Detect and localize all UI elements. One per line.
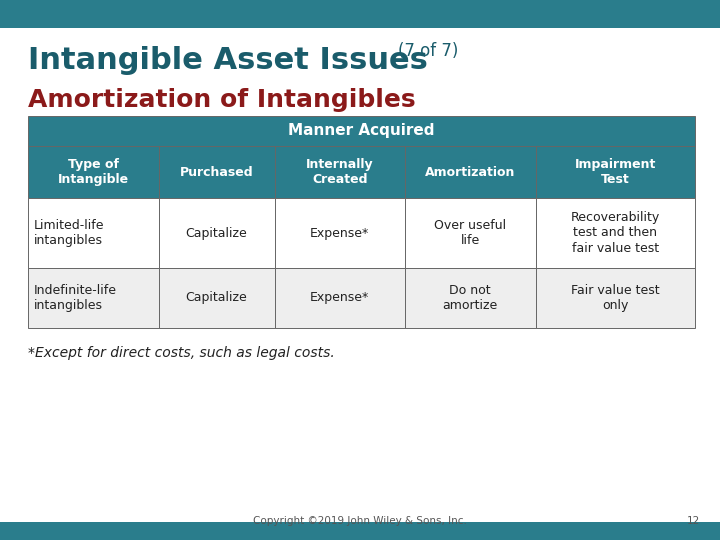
Text: Limited-life
intangibles: Limited-life intangibles bbox=[34, 219, 104, 247]
Text: Expense*: Expense* bbox=[310, 226, 369, 240]
Bar bbox=[536, 198, 695, 268]
Text: Internally
Created: Internally Created bbox=[306, 158, 374, 186]
Text: Amortization: Amortization bbox=[425, 165, 516, 179]
Bar bbox=[536, 146, 695, 198]
Bar bbox=[158, 268, 274, 328]
Bar bbox=[158, 146, 274, 198]
Bar bbox=[28, 198, 158, 268]
Text: Amortization of Intangibles: Amortization of Intangibles bbox=[28, 88, 415, 112]
Text: Do not
amortize: Do not amortize bbox=[443, 284, 498, 312]
Bar bbox=[405, 268, 536, 328]
Bar bbox=[28, 146, 158, 198]
Text: *Except for direct costs, such as legal costs.: *Except for direct costs, such as legal … bbox=[28, 346, 335, 360]
Bar bbox=[405, 198, 536, 268]
Text: Capitalize: Capitalize bbox=[186, 292, 248, 305]
Text: Fair value test
only: Fair value test only bbox=[571, 284, 660, 312]
Bar bbox=[274, 198, 405, 268]
Bar bbox=[158, 198, 274, 268]
Bar bbox=[536, 268, 695, 328]
Text: (7 of 7): (7 of 7) bbox=[398, 42, 459, 60]
Bar bbox=[0, 522, 720, 540]
Bar bbox=[0, 0, 720, 28]
Text: Impairment
Test: Impairment Test bbox=[575, 158, 656, 186]
Bar bbox=[28, 268, 158, 328]
Text: Manner Acquired: Manner Acquired bbox=[288, 124, 435, 138]
Bar bbox=[274, 268, 405, 328]
Text: Expense*: Expense* bbox=[310, 292, 369, 305]
Bar bbox=[274, 146, 405, 198]
Text: Indefinite-life
intangibles: Indefinite-life intangibles bbox=[34, 284, 117, 312]
Text: Over useful
life: Over useful life bbox=[434, 219, 506, 247]
Bar bbox=[28, 116, 695, 146]
Text: Copyright ©2019 John Wiley & Sons, Inc.: Copyright ©2019 John Wiley & Sons, Inc. bbox=[253, 516, 467, 526]
Text: Capitalize: Capitalize bbox=[186, 226, 248, 240]
Text: 12: 12 bbox=[687, 516, 700, 526]
Text: Intangible Asset Issues: Intangible Asset Issues bbox=[28, 46, 428, 75]
Bar bbox=[405, 146, 536, 198]
Text: Type of
Intangible: Type of Intangible bbox=[58, 158, 129, 186]
Text: Purchased: Purchased bbox=[180, 165, 253, 179]
Text: Recoverability
test and then
fair value test: Recoverability test and then fair value … bbox=[571, 212, 660, 254]
